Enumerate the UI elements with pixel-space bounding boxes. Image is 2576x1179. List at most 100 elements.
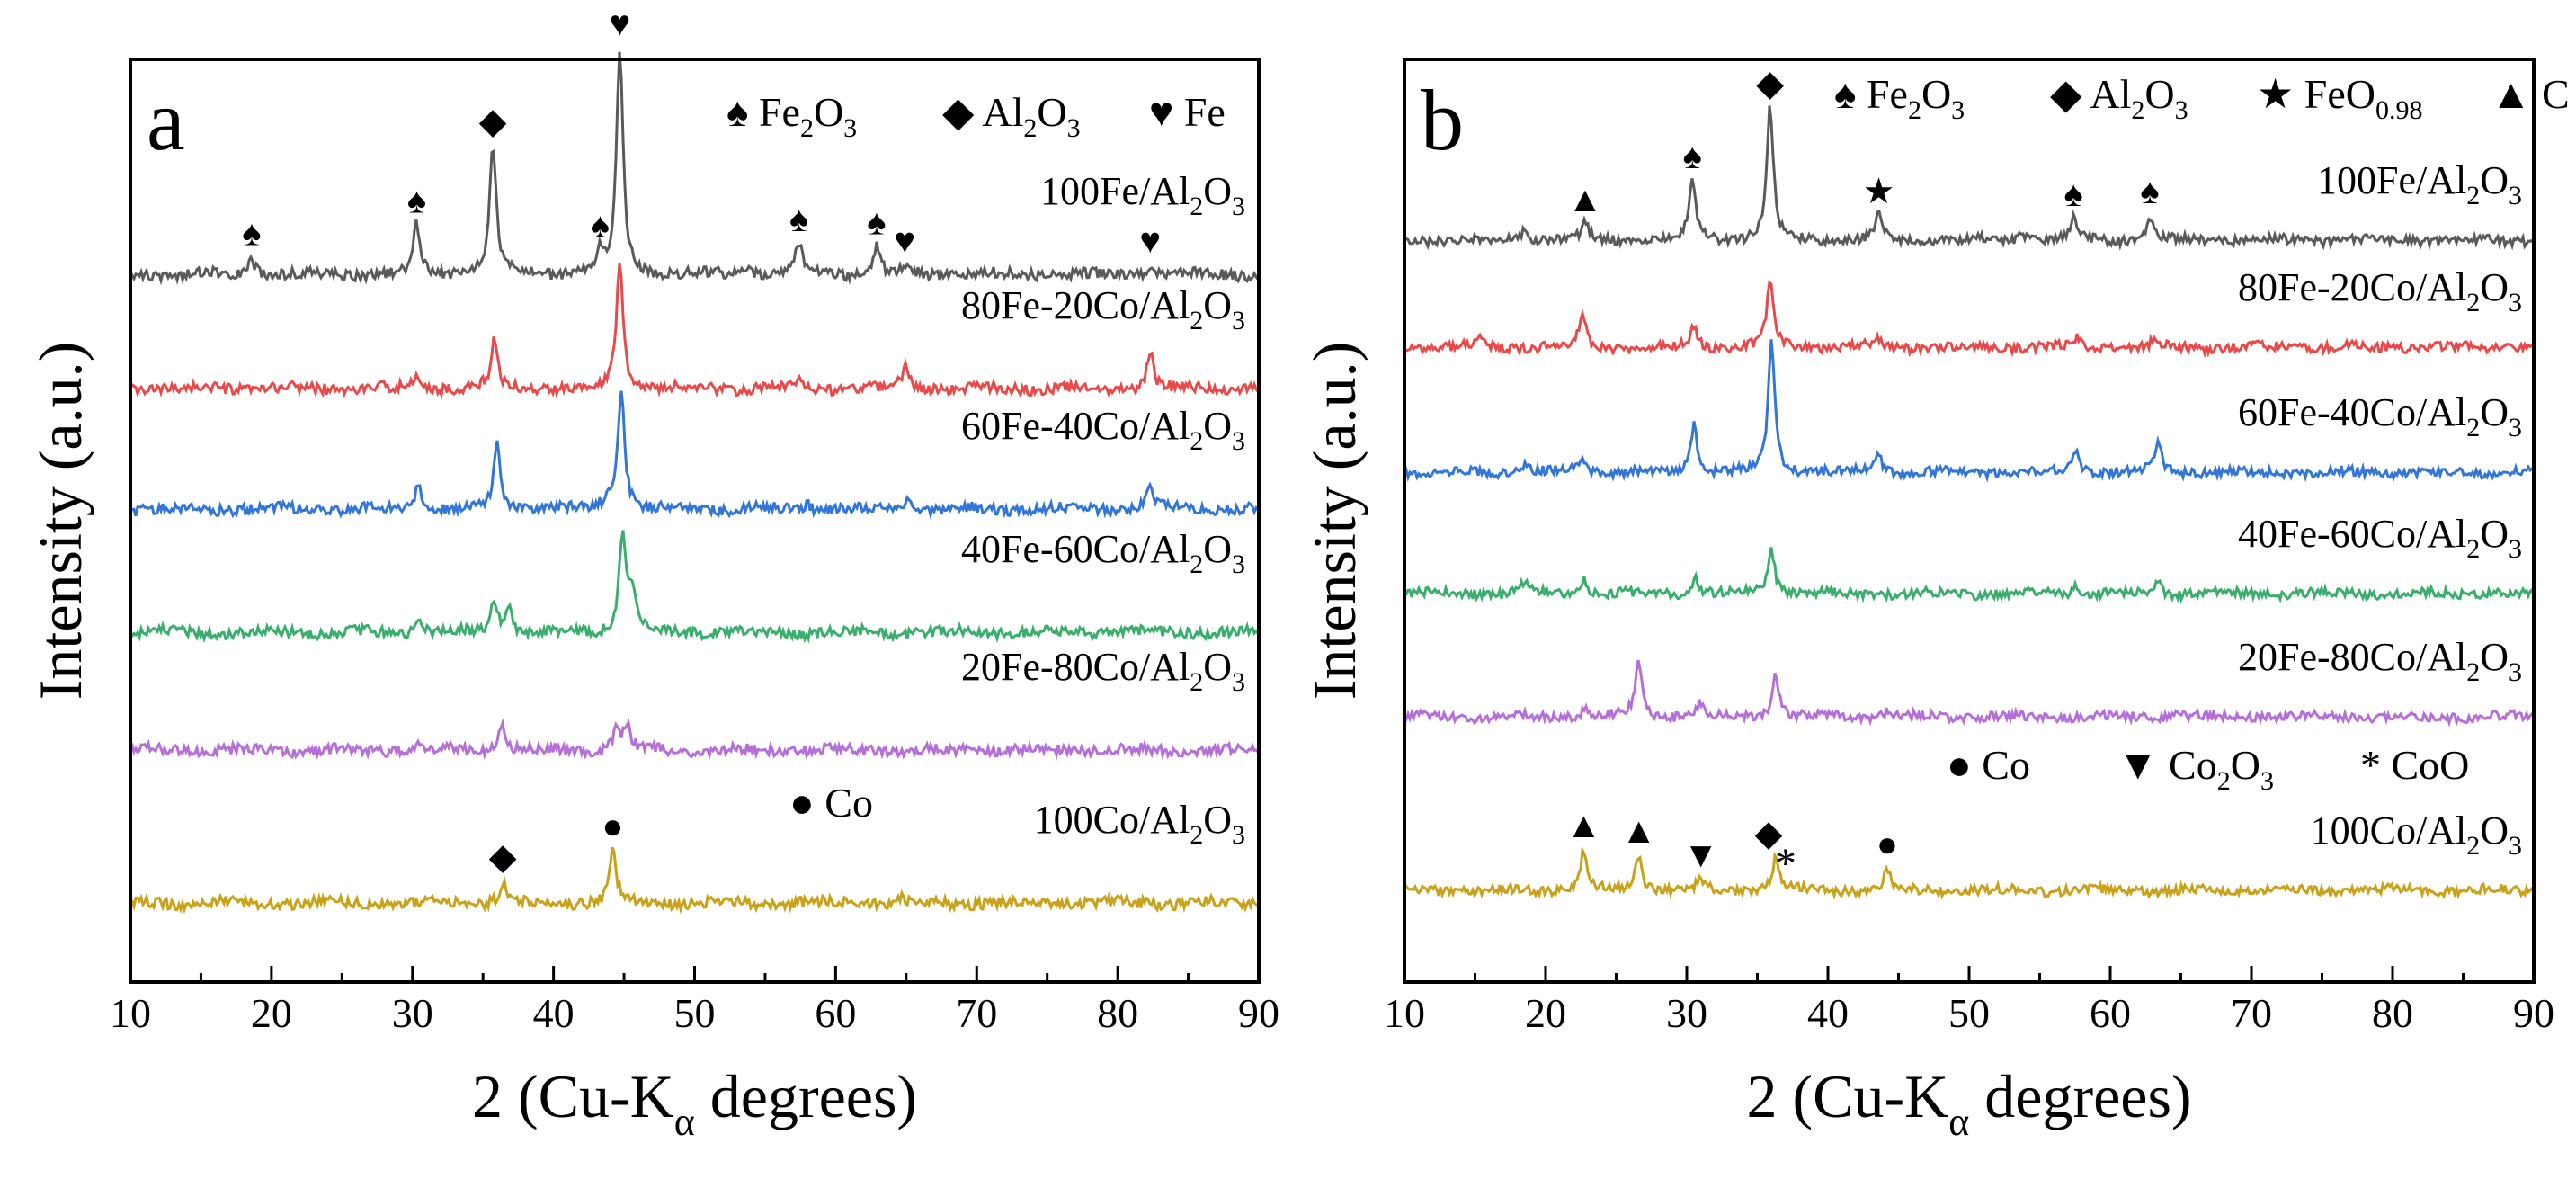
x-axis-ticks: [1403, 966, 2536, 982]
legend-main: Co: [1972, 742, 2030, 788]
x-axis-title: 2 (Cu-Kα degrees): [1746, 1062, 2191, 1144]
series-label-tail: O: [1203, 527, 1232, 571]
series-label-sub: 2: [1190, 820, 1203, 850]
trace-2: [1403, 339, 2535, 483]
legend-sub: 2: [1908, 95, 1921, 125]
panel-b: 100Fe/Al2O380Fe-20Co/Al2O360Fe-40Co/Al2O…: [1300, 58, 2570, 1144]
series-label-3: 40Fe-60Co/Al2O3: [2238, 512, 2522, 564]
legend-legend-1: ◆ Al2O3: [2050, 71, 2188, 125]
series-label-tail: O: [1203, 169, 1232, 213]
x-axis-title-prefix: 2: [472, 1062, 503, 1130]
peak-marker-7: ♥: [894, 220, 915, 261]
x-tick-label: 80: [1097, 990, 1138, 1036]
trace-1: [1404, 279, 2536, 359]
legend-sub2: 3: [1951, 95, 1965, 125]
trace-0: [1403, 105, 2536, 251]
series-label-sub2: 3: [2509, 288, 2522, 317]
series-label-main: 100Co/Al: [2311, 808, 2467, 853]
x-tick-label: 50: [1948, 990, 1990, 1036]
x-axis-title-sub: α: [1948, 1100, 1969, 1144]
legend-main: C: [2532, 71, 2570, 117]
legend-main: Fe: [1173, 89, 1226, 135]
legend-legend-2: ♥ Fe: [1149, 89, 1226, 135]
series-label-sub: 2: [2466, 831, 2480, 861]
series-label-tail: O: [2480, 265, 2509, 309]
x-tick-label: 40: [533, 990, 575, 1036]
y-axis-title: Intensity (a.u.): [1300, 342, 1368, 700]
series-label-sub2: 3: [2509, 831, 2522, 861]
peak-marker-0: ▲: [1567, 179, 1603, 219]
series-label-tail: O: [2480, 512, 2509, 556]
peak-marker-2: ◆: [479, 101, 507, 141]
legend-sub: 2: [800, 113, 814, 143]
x-tick-label: 70: [2231, 990, 2272, 1036]
trace-3: [129, 530, 1260, 644]
x-axis-title: 2 (Cu-Kα degrees): [472, 1062, 917, 1144]
series-label-1: 80Fe-20Co/Al2O3: [2238, 265, 2522, 317]
trace-5: [129, 846, 1259, 915]
series-label-4: 20Fe-80Co/Al2O3: [961, 645, 1245, 697]
peak-marker-3: ♠: [591, 205, 610, 246]
legend-sub: 2: [2131, 95, 2144, 125]
peak-marker-9: ◆: [1755, 813, 1783, 853]
peak-marker-1: ♠: [407, 181, 426, 221]
peak-marker-10: *: [1775, 840, 1796, 888]
x-axis-title-suffix: degrees): [695, 1062, 917, 1130]
series-label-main: 60Fe-40Co/Al: [2238, 390, 2466, 434]
legend-sub2: 3: [843, 113, 857, 143]
panel-a: 100Fe/Al2O380Fe-20Co/Al2O360Fe-40Co/Al2O…: [26, 3, 1279, 1144]
series-label-sub: 2: [2466, 288, 2480, 317]
legend-main: Co: [815, 780, 873, 826]
series-label-sub2: 3: [2509, 534, 2522, 564]
series-label-0: 100Fe/Al2O3: [2317, 158, 2522, 210]
series-label-sub: 2: [1190, 549, 1203, 579]
x-axis-title-sub: α: [674, 1100, 695, 1144]
legend-tail: O: [814, 89, 843, 135]
x-tick-label: 50: [674, 990, 716, 1036]
peak-marker-8: ♥: [1139, 220, 1161, 261]
series-label-main: 20Fe-80Co/Al: [961, 645, 1190, 689]
series-label-sub2: 3: [1232, 426, 1245, 456]
legend-legend-1: ◆ Al2O3: [942, 89, 1081, 143]
legend-legend-0: ♠ Fe2O3: [1834, 71, 1965, 125]
series-label-sub: 2: [2466, 181, 2480, 210]
series-label-main: 80Fe-20Co/Al: [961, 283, 1190, 327]
legend-symbol: ◆: [942, 89, 975, 135]
legend-legend2-2: * CoO: [2360, 742, 2469, 788]
series-label-tail: O: [1203, 283, 1232, 327]
peak-marker-6: ♠: [867, 201, 886, 242]
legend-legend-2: ★ FeO0.98: [2257, 71, 2422, 125]
x-tick-label: 10: [1384, 990, 1425, 1036]
panel-letter: a: [147, 72, 185, 168]
series-label-sub2: 3: [1232, 192, 1245, 221]
legend-sub: 0.98: [2375, 95, 2423, 125]
peak-marker-8: ▼: [1683, 835, 1719, 875]
x-tick-label: 40: [1807, 990, 1849, 1036]
legend-sub2: 3: [2175, 95, 2188, 125]
series-label-sub: 2: [2466, 534, 2480, 564]
series-label-main: 80Fe-20Co/Al: [2238, 265, 2466, 309]
legend-symbol: ●: [789, 780, 815, 826]
series-label-3: 40Fe-60Co/Al2O3: [961, 527, 1245, 579]
legend-main: Al: [974, 89, 1023, 135]
panel-letter: b: [1421, 72, 1464, 168]
series-label-sub2: 3: [1232, 667, 1245, 697]
series-label-sub2: 3: [2509, 657, 2522, 687]
trace-3: [1404, 547, 2536, 604]
series-label-sub2: 3: [2509, 181, 2522, 210]
peak-marker-1: ♠: [1683, 136, 1702, 176]
x-tick-label: 90: [2513, 990, 2554, 1036]
legend-symbol: ♠: [1834, 71, 1856, 117]
series-label-2: 60Fe-40Co/Al2O3: [2238, 390, 2522, 442]
legend-main: Fe: [748, 89, 800, 135]
trace-4: [129, 718, 1260, 761]
series-label-5: 100Co/Al2O3: [1034, 798, 1245, 850]
x-tick-label: 30: [1666, 990, 1707, 1036]
x-tick-label: 20: [251, 990, 292, 1036]
series-label-main: 40Fe-60Co/Al: [961, 527, 1190, 571]
legend-tail: O: [2231, 742, 2260, 788]
peak-marker-11: ●: [1876, 824, 1898, 864]
x-tick-label: 60: [2090, 990, 2131, 1036]
series-label-main: 100Co/Al: [1034, 798, 1190, 842]
trace-1: [129, 263, 1260, 400]
